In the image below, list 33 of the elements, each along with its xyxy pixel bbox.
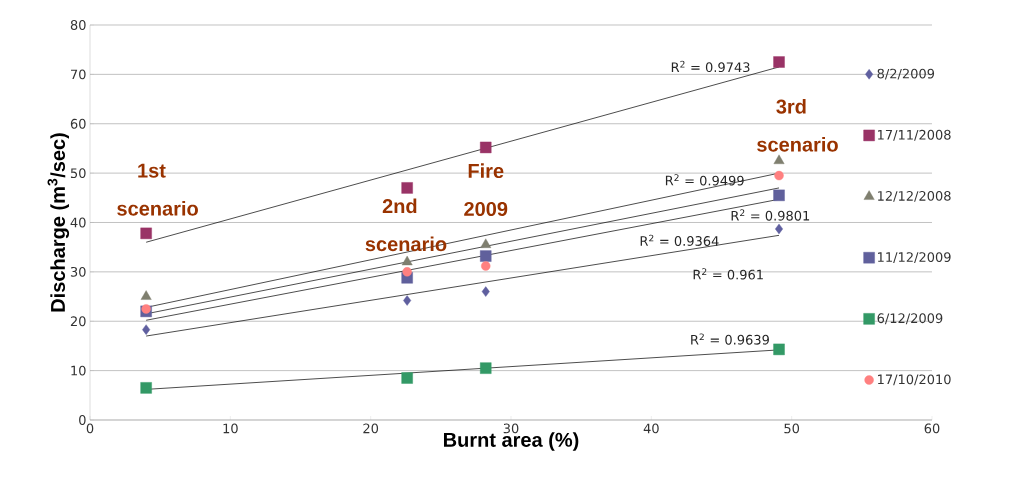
- annotation: 3rd scenario: [757, 98, 838, 152]
- y-tick-label: 80: [70, 20, 86, 30]
- y-tick-label: 10: [71, 365, 86, 376]
- annotation: Fire 2009: [464, 163, 508, 217]
- annotation: R$^{2}$ = 0.9801: [731, 209, 810, 221]
- y-tick-label: 70: [71, 69, 86, 80]
- legend-label: 17/11/2008: [878, 129, 951, 141]
- legend-label: 12/12/2008: [878, 191, 951, 202]
- annotation: R$^{2}$ = 0.961: [693, 268, 763, 280]
- x-tick-label: 50: [784, 423, 800, 434]
- annotation: R$^{2}$ = 0.9499: [665, 174, 744, 186]
- x-tick-label: 30: [503, 423, 519, 434]
- y-axis-title: Discharge (m$^{3}$/sec): [47, 133, 70, 312]
- annotation: 1st scenario: [117, 163, 198, 216]
- y-tick-label: 30: [70, 266, 86, 277]
- y-tick-label: 20: [70, 316, 86, 327]
- annotation: R$^{2}$ = 0.9639: [691, 333, 769, 345]
- y-tick-label: 50: [70, 168, 86, 179]
- x-tick-label: 10: [223, 423, 238, 434]
- annotation: R$^{2}$ = 0.9743: [671, 60, 750, 73]
- legend-label: 11/12/2009: [878, 252, 951, 263]
- annotation: R$^{2}$ = 0.9364: [640, 234, 719, 246]
- y-tick-label: 0: [79, 415, 86, 425]
- legend-label: 8/2/2009: [877, 68, 935, 80]
- x-tick-label: 20: [363, 423, 379, 434]
- x-tick-label: 40: [643, 423, 659, 434]
- annotation: 2nd scenario: [365, 198, 447, 252]
- legend-label: 17/10/2010: [878, 374, 951, 386]
- legend-label: 6/12/2009: [877, 313, 943, 325]
- y-tick-label: 40: [70, 217, 86, 228]
- y-tick-label: 60: [70, 118, 86, 129]
- x-tick-label: 0: [86, 423, 94, 434]
- x-tick-label: 60: [924, 423, 940, 434]
